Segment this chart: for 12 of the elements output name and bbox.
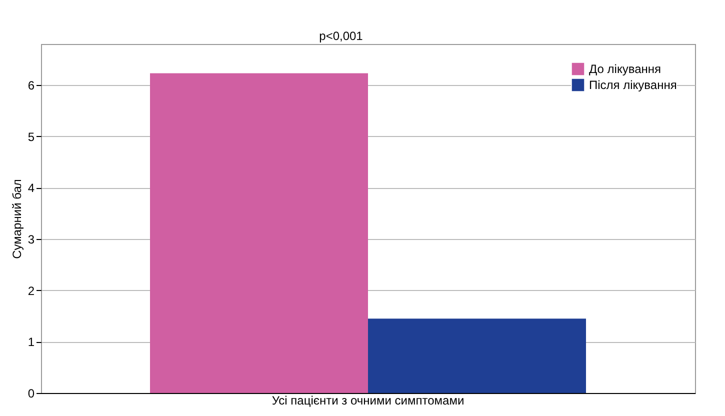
y-tick-label: 3: [28, 232, 35, 247]
y-tick-label: 2: [28, 284, 35, 298]
y-tick-label: 0: [28, 386, 35, 400]
y-tick-label: 1: [28, 335, 35, 350]
legend-label: До лікування: [589, 62, 661, 76]
y-axis-title: Сумарний бал: [10, 179, 24, 259]
legend-label: Після лікування: [589, 78, 677, 92]
text: p<0,001: [319, 29, 364, 43]
y-tick-label: 6: [28, 78, 35, 93]
x-tick-label: Усі пацієнти з очними симптомами: [272, 394, 464, 408]
y-tick-label: 4: [28, 181, 35, 196]
y-tick-label: 5: [28, 130, 35, 144]
